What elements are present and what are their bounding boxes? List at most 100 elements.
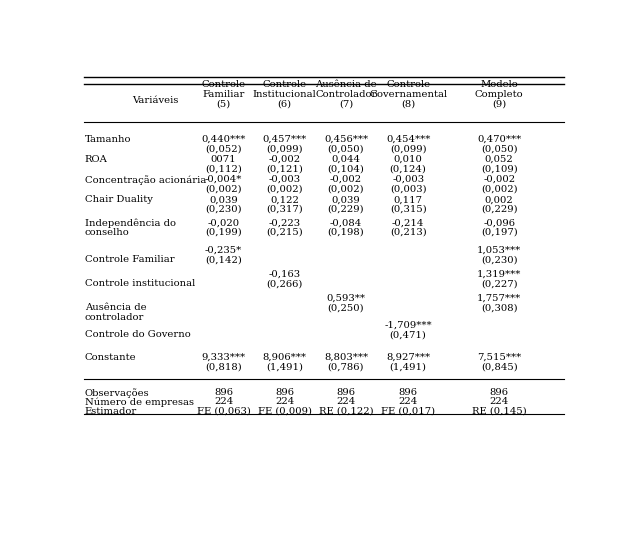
Text: (7): (7)	[339, 99, 353, 108]
Text: 0,457***: 0,457***	[262, 135, 307, 144]
Text: -0,002: -0,002	[330, 175, 362, 184]
Text: 0,039: 0,039	[332, 195, 360, 204]
Text: (0,099): (0,099)	[267, 144, 303, 153]
Text: Estimador: Estimador	[85, 407, 137, 416]
Text: (0,230): (0,230)	[481, 255, 518, 265]
Text: 896: 896	[214, 388, 233, 397]
Text: 1,053***: 1,053***	[477, 246, 521, 255]
Text: -0,163: -0,163	[269, 270, 301, 279]
Text: 1,319***: 1,319***	[477, 270, 521, 279]
Text: 224: 224	[490, 397, 509, 406]
Text: -0,235*: -0,235*	[205, 246, 242, 255]
Text: 0,117: 0,117	[394, 195, 423, 204]
Text: 0,044: 0,044	[331, 155, 360, 164]
Text: Observações: Observações	[85, 388, 150, 398]
Text: Controle do Governo: Controle do Governo	[85, 330, 191, 339]
Text: (0,002): (0,002)	[327, 185, 364, 194]
Text: 8,927***: 8,927***	[386, 353, 430, 362]
Text: ROA: ROA	[85, 155, 107, 164]
Text: (0,002): (0,002)	[267, 185, 303, 194]
Text: -0,084: -0,084	[330, 218, 362, 228]
Text: (0,215): (0,215)	[266, 228, 303, 237]
Text: Controle: Controle	[202, 80, 246, 89]
Text: 896: 896	[275, 388, 295, 397]
Text: (0,199): (0,199)	[205, 228, 242, 237]
Text: Modelo: Modelo	[480, 80, 518, 89]
Text: Concentração acionária: Concentração acionária	[85, 175, 206, 185]
Text: Governamental: Governamental	[369, 90, 447, 99]
Text: 0,440***: 0,440***	[202, 135, 246, 144]
Text: (0,317): (0,317)	[266, 205, 303, 214]
Text: Familiar: Familiar	[202, 90, 245, 99]
Text: 0071: 0071	[210, 155, 236, 164]
Text: controlador: controlador	[85, 313, 144, 322]
Text: (0,052): (0,052)	[205, 144, 242, 153]
Text: (0,109): (0,109)	[481, 164, 518, 174]
Text: -0,003: -0,003	[392, 175, 424, 184]
Text: 0,010: 0,010	[394, 155, 423, 164]
Text: -0,002: -0,002	[269, 155, 301, 164]
Text: Independência do: Independência do	[85, 218, 176, 228]
Text: 0,593**: 0,593**	[327, 294, 365, 303]
Text: (5): (5)	[216, 99, 231, 108]
Text: 0,454***: 0,454***	[386, 135, 430, 144]
Text: Controlador: Controlador	[315, 90, 377, 99]
Text: (0,112): (0,112)	[205, 164, 242, 174]
Text: -0,096: -0,096	[483, 218, 515, 228]
Text: 1,757***: 1,757***	[477, 294, 521, 303]
Text: (0,124): (0,124)	[390, 164, 427, 174]
Text: (0,471): (0,471)	[390, 330, 427, 339]
Text: (0,050): (0,050)	[481, 144, 518, 153]
Text: (1,491): (1,491)	[266, 362, 303, 371]
Text: Ausência de: Ausência de	[85, 304, 147, 312]
Text: Controle institucional: Controle institucional	[85, 279, 195, 289]
Text: (0,050): (0,050)	[327, 144, 364, 153]
Text: (0,003): (0,003)	[390, 185, 427, 194]
Text: FE (0,009): FE (0,009)	[258, 407, 312, 416]
Text: (0,227): (0,227)	[481, 279, 518, 289]
Text: Ausência de: Ausência de	[315, 80, 377, 89]
Text: Tamanho: Tamanho	[85, 135, 131, 144]
Text: 896: 896	[490, 388, 509, 397]
Text: 7,515***: 7,515***	[477, 353, 521, 362]
Text: (0,099): (0,099)	[390, 144, 427, 153]
Text: 8,906***: 8,906***	[263, 353, 307, 362]
Text: 896: 896	[399, 388, 418, 397]
Text: 0,052: 0,052	[485, 155, 514, 164]
Text: Completo: Completo	[475, 90, 523, 99]
Text: (0,121): (0,121)	[266, 164, 303, 174]
Text: (0,308): (0,308)	[481, 304, 518, 312]
Text: 9,333***: 9,333***	[202, 353, 246, 362]
Text: 0,039: 0,039	[209, 195, 238, 204]
Text: Institucional: Institucional	[253, 90, 317, 99]
Text: Número de empresas: Número de empresas	[85, 397, 194, 407]
Text: (0,002): (0,002)	[481, 185, 518, 194]
Text: -1,709***: -1,709***	[384, 321, 432, 330]
Text: 0,470***: 0,470***	[477, 135, 521, 144]
Text: FE (0,017): FE (0,017)	[381, 407, 435, 416]
Text: 896: 896	[336, 388, 355, 397]
Text: 8,803***: 8,803***	[324, 353, 368, 362]
Text: -0,214: -0,214	[392, 218, 424, 228]
Text: (1,491): (1,491)	[390, 362, 427, 371]
Text: (0,786): (0,786)	[327, 362, 364, 371]
Text: (0,229): (0,229)	[327, 205, 364, 214]
Text: -0,003: -0,003	[269, 175, 301, 184]
Text: -0,223: -0,223	[269, 218, 301, 228]
Text: RE (0,122): RE (0,122)	[319, 407, 374, 416]
Text: Constante: Constante	[85, 353, 137, 362]
Text: 0,002: 0,002	[485, 195, 514, 204]
Text: -0,004*: -0,004*	[205, 175, 242, 184]
Text: Controle: Controle	[386, 80, 430, 89]
Text: (6): (6)	[277, 99, 292, 108]
Text: conselho: conselho	[85, 228, 130, 237]
Text: (0,104): (0,104)	[327, 164, 365, 174]
Text: Variáveis: Variáveis	[131, 96, 178, 105]
Text: (8): (8)	[401, 99, 415, 108]
Text: -0,002: -0,002	[483, 175, 515, 184]
Text: (0,845): (0,845)	[481, 362, 518, 371]
Text: 224: 224	[275, 397, 295, 406]
Text: 224: 224	[399, 397, 418, 406]
Text: (0,213): (0,213)	[390, 228, 427, 237]
Text: 0,456***: 0,456***	[324, 135, 368, 144]
